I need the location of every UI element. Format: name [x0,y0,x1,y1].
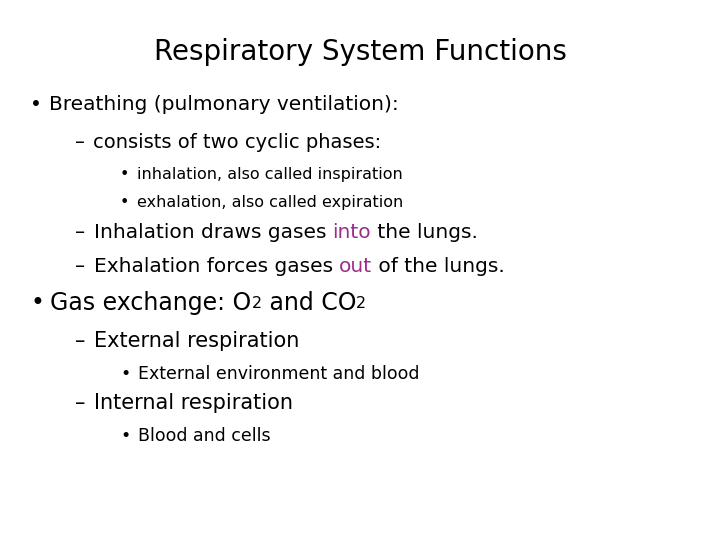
Text: •: • [120,365,130,383]
Text: inhalation, also called inspiration: inhalation, also called inspiration [137,167,402,182]
Text: Respiratory System Functions: Respiratory System Functions [153,38,567,66]
Text: External environment and blood: External environment and blood [138,365,419,383]
Text: exhalation, also called expiration: exhalation, also called expiration [137,195,403,210]
Text: •: • [120,427,130,445]
Text: •: • [120,195,130,210]
Text: •: • [30,95,42,114]
Text: out: out [339,257,372,276]
Text: Gas exchange: O: Gas exchange: O [50,291,251,315]
Text: into: into [333,223,372,242]
Text: Breathing (pulmonary ventilation):: Breathing (pulmonary ventilation): [49,95,398,114]
Text: 2: 2 [251,296,261,311]
Text: Exhalation forces gases: Exhalation forces gases [94,257,339,276]
Text: •: • [120,167,130,182]
Text: –: – [75,257,85,276]
Text: Internal respiration: Internal respiration [94,393,293,413]
Text: consists of two cyclic phases:: consists of two cyclic phases: [94,133,382,152]
Text: –: – [75,133,85,152]
Text: of the lungs.: of the lungs. [372,257,505,276]
Text: –: – [75,223,85,242]
Text: •: • [30,291,44,315]
Text: Blood and cells: Blood and cells [138,427,270,445]
Text: and CO: and CO [261,291,356,315]
Text: the lungs.: the lungs. [372,223,478,242]
Text: –: – [75,393,86,413]
Text: External respiration: External respiration [94,331,300,351]
Text: –: – [75,331,86,351]
Text: 2: 2 [356,296,366,311]
Text: Inhalation draws gases: Inhalation draws gases [94,223,333,242]
